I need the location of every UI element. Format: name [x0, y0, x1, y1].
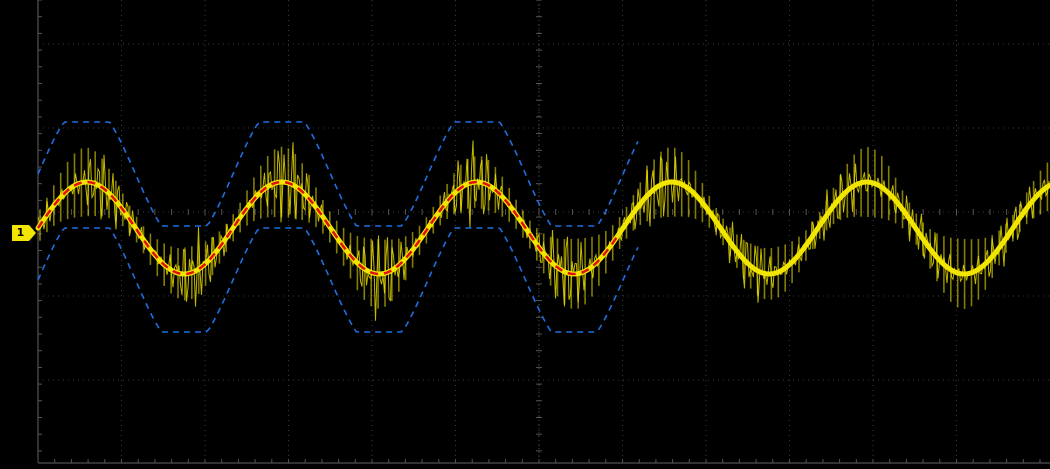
channel-1-marker[interactable]: 1 [12, 225, 38, 241]
channel-1-label: 1 [13, 225, 28, 241]
